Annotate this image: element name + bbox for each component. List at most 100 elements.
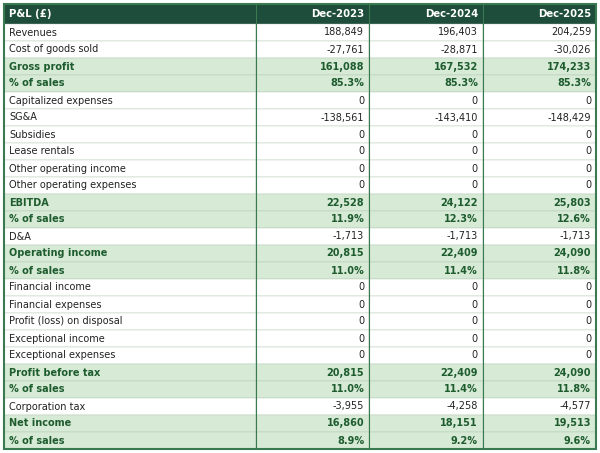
Text: Profit before tax: Profit before tax <box>9 367 100 377</box>
Bar <box>256 415 369 432</box>
Text: 0: 0 <box>585 333 591 343</box>
Bar <box>256 92 369 109</box>
Bar <box>369 177 483 194</box>
Text: 167,532: 167,532 <box>434 62 478 72</box>
Text: 16,860: 16,860 <box>326 419 364 429</box>
Text: 0: 0 <box>358 299 364 309</box>
Bar <box>256 228 369 245</box>
Text: Financial income: Financial income <box>9 283 91 293</box>
Text: 20,815: 20,815 <box>326 367 364 377</box>
Bar <box>369 347 483 364</box>
Text: Operating income: Operating income <box>9 249 107 259</box>
Text: 0: 0 <box>358 180 364 191</box>
Text: Dec-2025: Dec-2025 <box>538 9 591 19</box>
Text: 20,815: 20,815 <box>326 249 364 259</box>
Bar <box>256 364 369 381</box>
Bar <box>4 228 256 245</box>
Text: 12.3%: 12.3% <box>444 215 478 225</box>
Text: 0: 0 <box>472 180 478 191</box>
Text: 0: 0 <box>585 96 591 106</box>
Bar <box>483 41 596 58</box>
Text: Corporation tax: Corporation tax <box>9 401 85 411</box>
Bar <box>369 381 483 398</box>
Bar <box>4 41 256 58</box>
Bar <box>369 330 483 347</box>
Bar <box>256 313 369 330</box>
Text: -27,761: -27,761 <box>326 44 364 54</box>
Bar <box>369 432 483 449</box>
Text: 9.6%: 9.6% <box>564 435 591 445</box>
Text: Lease rentals: Lease rentals <box>9 146 74 156</box>
Bar <box>483 262 596 279</box>
Bar <box>483 398 596 415</box>
Bar <box>256 4 369 24</box>
Bar <box>256 41 369 58</box>
Bar <box>256 330 369 347</box>
Text: 11.0%: 11.0% <box>331 265 364 275</box>
Bar <box>483 92 596 109</box>
Text: 22,409: 22,409 <box>440 249 478 259</box>
Text: 18,151: 18,151 <box>440 419 478 429</box>
Bar <box>256 245 369 262</box>
Bar <box>256 211 369 228</box>
Text: 188,849: 188,849 <box>325 28 364 38</box>
Bar <box>483 279 596 296</box>
Text: 0: 0 <box>585 351 591 361</box>
Bar <box>369 211 483 228</box>
Bar <box>256 347 369 364</box>
Text: 85.3%: 85.3% <box>557 78 591 88</box>
Text: 11.9%: 11.9% <box>331 215 364 225</box>
Text: 85.3%: 85.3% <box>444 78 478 88</box>
Text: % of sales: % of sales <box>9 385 65 395</box>
Text: -28,871: -28,871 <box>440 44 478 54</box>
Bar <box>369 4 483 24</box>
Text: P&L (£): P&L (£) <box>9 9 52 19</box>
Text: 9.2%: 9.2% <box>451 435 478 445</box>
Bar <box>4 296 256 313</box>
Bar <box>369 41 483 58</box>
Bar <box>369 262 483 279</box>
Text: EBITDA: EBITDA <box>9 198 49 207</box>
Bar <box>483 381 596 398</box>
Text: 0: 0 <box>585 283 591 293</box>
Bar <box>256 160 369 177</box>
Text: -143,410: -143,410 <box>434 112 478 122</box>
Text: Dec-2023: Dec-2023 <box>311 9 364 19</box>
Text: Exceptional expenses: Exceptional expenses <box>9 351 115 361</box>
Bar <box>256 177 369 194</box>
Text: -30,026: -30,026 <box>554 44 591 54</box>
Bar <box>369 364 483 381</box>
Bar <box>483 296 596 313</box>
Bar <box>4 211 256 228</box>
Text: Revenues: Revenues <box>9 28 57 38</box>
Text: 0: 0 <box>472 317 478 327</box>
Bar <box>256 381 369 398</box>
Bar <box>483 347 596 364</box>
Bar <box>256 432 369 449</box>
Bar <box>4 109 256 126</box>
Text: 0: 0 <box>358 317 364 327</box>
Bar <box>369 92 483 109</box>
Bar <box>483 228 596 245</box>
Bar <box>483 313 596 330</box>
Bar <box>4 347 256 364</box>
Text: -4,258: -4,258 <box>446 401 478 411</box>
Bar <box>369 24 483 41</box>
Bar <box>256 262 369 279</box>
Bar <box>4 75 256 92</box>
Text: Net income: Net income <box>9 419 71 429</box>
Bar <box>483 415 596 432</box>
Bar <box>256 126 369 143</box>
Text: -148,429: -148,429 <box>548 112 591 122</box>
Text: % of sales: % of sales <box>9 78 65 88</box>
Bar <box>4 245 256 262</box>
Bar <box>4 432 256 449</box>
Text: -3,955: -3,955 <box>333 401 364 411</box>
Bar <box>4 415 256 432</box>
Text: % of sales: % of sales <box>9 215 65 225</box>
Text: 85.3%: 85.3% <box>331 78 364 88</box>
Text: 24,090: 24,090 <box>554 367 591 377</box>
Text: 0: 0 <box>472 130 478 140</box>
Text: 174,233: 174,233 <box>547 62 591 72</box>
Text: Other operating income: Other operating income <box>9 164 126 173</box>
